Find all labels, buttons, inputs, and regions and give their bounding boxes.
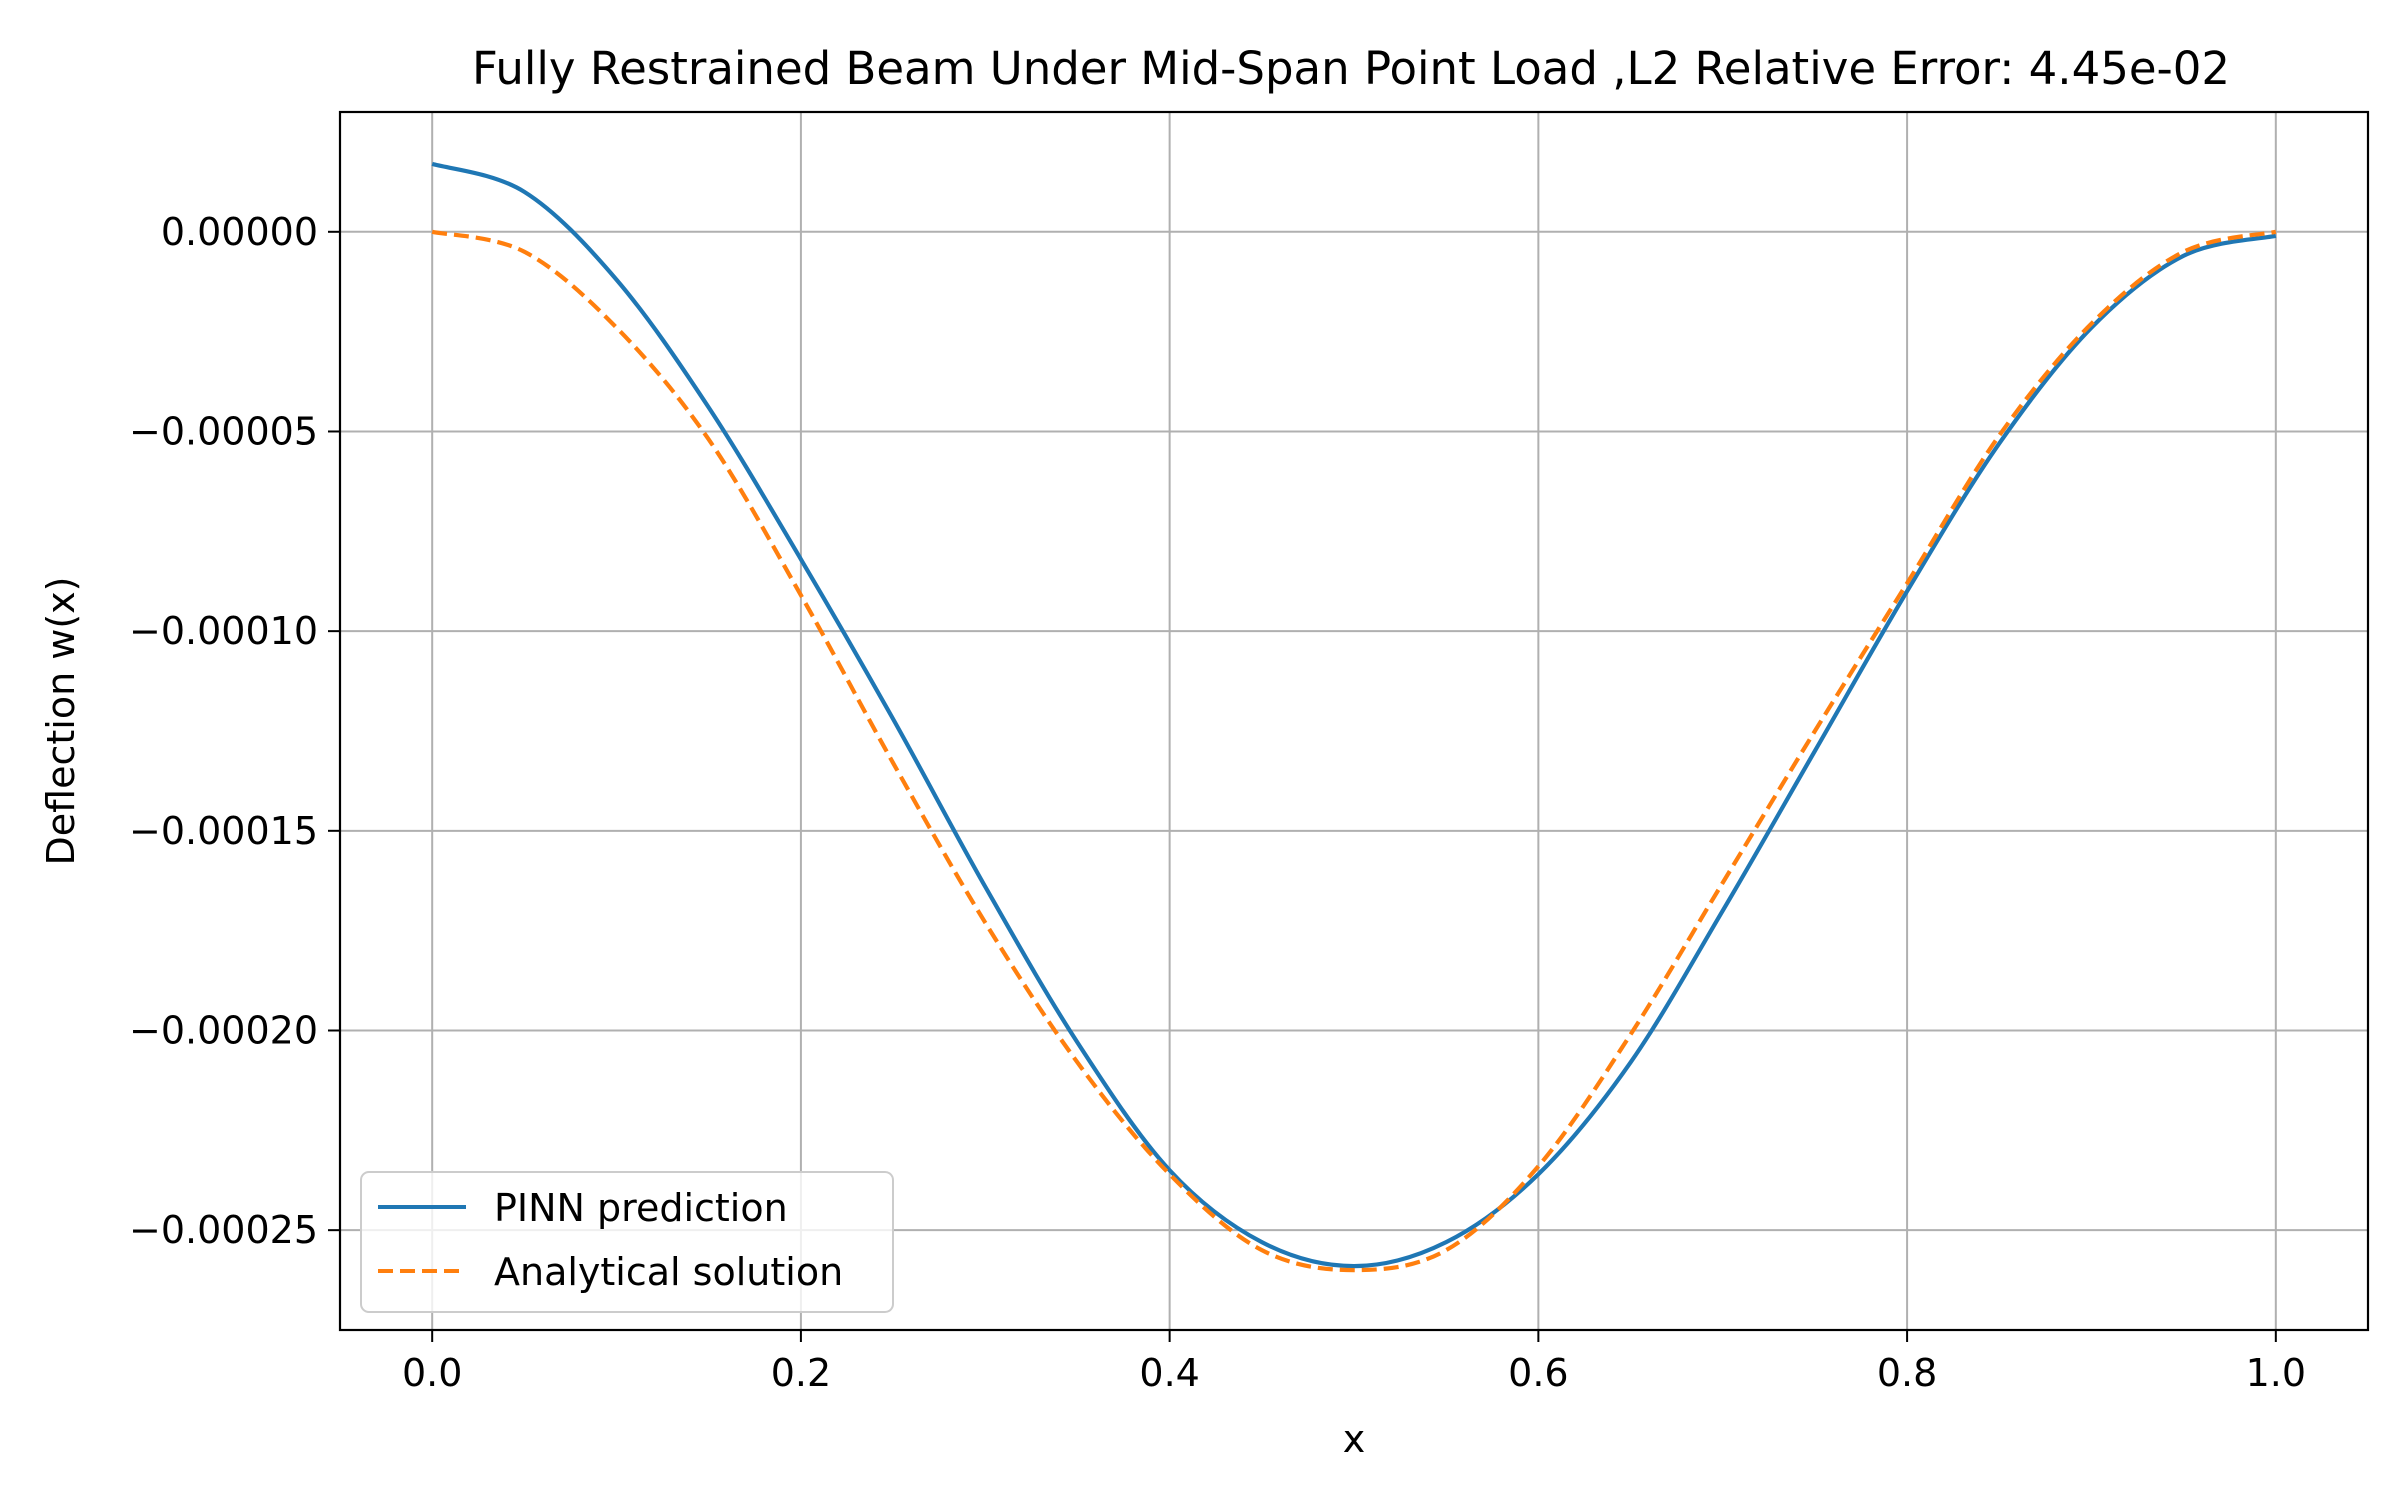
y-tick-label: −0.00020: [129, 1008, 318, 1052]
series-line-pinn-prediction: [431, 161, 2277, 1269]
y-tick-label: −0.00015: [129, 809, 318, 853]
series-lines: [431, 161, 2277, 1273]
y-tick-label: −0.00010: [129, 609, 318, 653]
legend: PINN prediction Analytical solution: [360, 1171, 894, 1313]
series-line-analytical-solution: [431, 229, 2277, 1273]
y-tick-label: −0.00025: [129, 1208, 318, 1252]
y-axis-label: Deflection w(x): [39, 577, 83, 866]
y-tick-label: −0.00005: [129, 409, 318, 453]
x-tick-label: 1.0: [2246, 1351, 2306, 1395]
plot-frame: [338, 110, 2370, 1332]
x-axis-label: x: [1343, 1417, 1366, 1461]
legend-label-analytical-solution: Analytical solution: [494, 1250, 843, 1294]
x-tick-label: 0.8: [1877, 1351, 1937, 1395]
x-tick-label: 0.4: [1139, 1351, 1199, 1395]
x-tick-label: 0.2: [771, 1351, 831, 1395]
x-tick-label: 0.6: [1508, 1351, 1568, 1395]
x-tick-label: 0.0: [402, 1351, 462, 1395]
legend-label-pinn-prediction: PINN prediction: [494, 1186, 788, 1230]
legend-box: [360, 1171, 894, 1313]
y-tick-label: 0.00000: [161, 210, 318, 254]
y-axis-ticks: 0.00000 −0.00005 −0.00010 −0.00015 −0.00020 −…: [129, 210, 340, 1252]
chart-title: Fully Restrained Beam Under Mid-Span Poi…: [472, 42, 2230, 95]
x-axis-ticks: 0.0 0.2 0.4 0.6 0.8 1.0: [402, 1330, 2306, 1395]
grid-lines: [340, 112, 2368, 1330]
